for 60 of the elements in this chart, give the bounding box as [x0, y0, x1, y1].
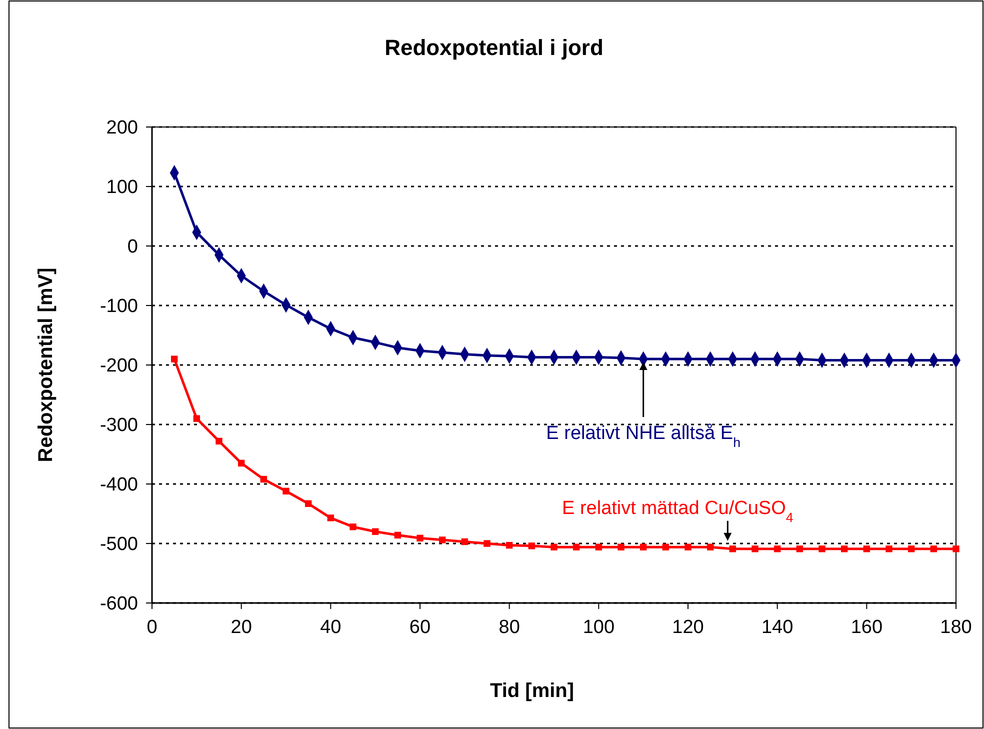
point — [304, 500, 312, 507]
x-tick-label: 120 — [672, 617, 704, 638]
y-tick-label: 200 — [106, 118, 138, 139]
x-axis-title: Tid [min] — [490, 680, 574, 702]
point — [282, 488, 290, 494]
y-tick-label: -500 — [100, 534, 138, 556]
point — [528, 542, 536, 550]
point — [260, 476, 268, 483]
point — [684, 544, 692, 550]
point — [416, 534, 424, 542]
y-tick-label: -200 — [100, 356, 138, 377]
point — [818, 546, 826, 552]
point — [752, 546, 758, 552]
point — [550, 544, 558, 550]
x-tick-label: 0 — [146, 617, 158, 638]
y-tick-label: 100 — [106, 177, 138, 198]
point — [930, 546, 938, 552]
x-tick-label: 20 — [230, 617, 252, 638]
point — [506, 542, 513, 549]
point — [618, 544, 624, 550]
y-tick-label: -300 — [100, 415, 138, 436]
point — [952, 546, 960, 552]
point — [372, 528, 379, 535]
x-tick-label: 80 — [498, 617, 520, 638]
point — [796, 546, 804, 552]
point — [461, 538, 468, 546]
point — [774, 546, 781, 552]
point — [216, 438, 222, 445]
text: E relativt NHE alltså E$_{h}$ — [546, 423, 740, 450]
y-tick-label: 0 — [127, 236, 138, 258]
point — [662, 544, 670, 550]
point — [438, 536, 446, 544]
x-tick-label: 60 — [409, 617, 431, 638]
point — [886, 546, 892, 552]
y-tick-label: -100 — [100, 296, 138, 318]
x-tick-label: 100 — [582, 617, 615, 638]
x-tick-label: 140 — [761, 617, 794, 638]
point — [327, 514, 334, 522]
point — [394, 532, 402, 539]
point — [350, 523, 356, 530]
point — [706, 544, 714, 550]
point — [840, 546, 848, 552]
point — [908, 546, 915, 552]
y-axis-title: Redoxpotential [mV] — [35, 268, 57, 462]
point — [595, 544, 602, 550]
point — [863, 546, 870, 552]
point — [729, 546, 736, 552]
chart-title: Redoxpotential i jord — [384, 35, 604, 60]
point — [484, 540, 490, 547]
x-tick-label: 180 — [940, 617, 972, 638]
y-tick-label: -600 — [100, 594, 138, 615]
x-tick-label: 40 — [320, 617, 342, 638]
point — [193, 415, 200, 422]
point — [170, 356, 178, 362]
point — [640, 544, 647, 550]
series-label: E relativt mättad Cu/CuSO$_{4}$ — [562, 498, 794, 524]
point — [238, 460, 245, 467]
y-tick-label: -400 — [100, 474, 138, 496]
point — [572, 544, 580, 550]
x-tick-label: 160 — [850, 617, 883, 638]
